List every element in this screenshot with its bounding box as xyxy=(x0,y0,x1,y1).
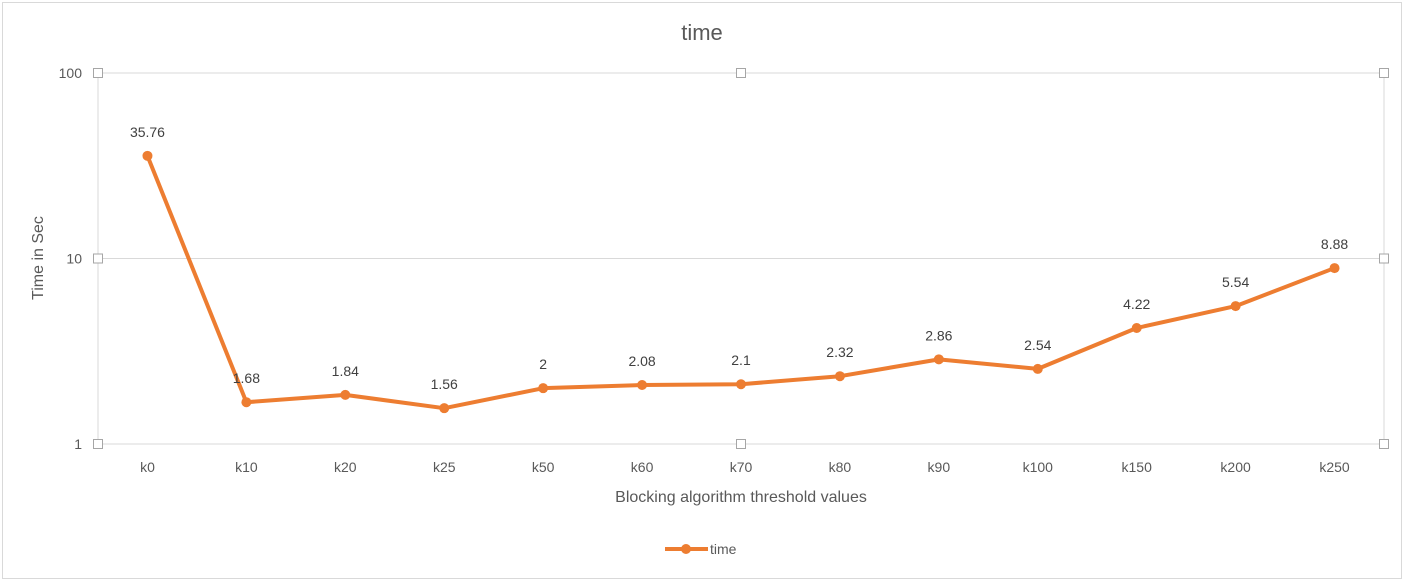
data-label-k100: 2.54 xyxy=(1024,337,1051,353)
y-tick-label-1: 1 xyxy=(74,436,82,452)
x-axis-label: Blocking algorithm threshold values xyxy=(615,489,867,506)
resize-handle-4[interactable] xyxy=(1379,253,1389,264)
data-point-k0 xyxy=(142,150,153,161)
data-label-k0: 35.76 xyxy=(130,124,165,140)
data-point-k250 xyxy=(1329,263,1340,274)
x-tick-label-k20: k20 xyxy=(334,459,357,475)
y-axis-tick-labels: 1 10 100 xyxy=(59,65,83,452)
resize-handle-0[interactable] xyxy=(93,68,103,78)
data-label-k90: 2.86 xyxy=(925,327,952,343)
series-line-time xyxy=(145,153,1337,411)
x-tick-label-k100: k100 xyxy=(1023,459,1054,475)
data-point-k90 xyxy=(933,354,944,365)
data-point-k60 xyxy=(637,379,648,390)
data-label-k250: 8.88 xyxy=(1321,236,1348,252)
data-point-k10 xyxy=(241,397,252,408)
x-axis-tick-labels: k0 k10 k20 k25 k50 k60 k70 k80 k90 k100 k150 k200 k2… xyxy=(140,459,1350,475)
x-tick-label-k150: k150 xyxy=(1122,459,1153,475)
resize-handle-6[interactable] xyxy=(736,439,746,449)
data-label-k70: 2.1 xyxy=(731,352,751,368)
resize-handle-2[interactable] xyxy=(1379,68,1389,78)
data-label-k200: 5.54 xyxy=(1222,274,1249,290)
y-tick-label-10: 10 xyxy=(66,251,82,267)
selection-handles[interactable] xyxy=(93,68,1389,449)
data-point-k20 xyxy=(340,389,351,400)
x-tick-label-k0: k0 xyxy=(140,459,155,475)
legend-point-marker xyxy=(681,544,691,554)
x-tick-label-k10: k10 xyxy=(235,459,258,475)
series-time xyxy=(142,150,1340,414)
y-tick-label-100: 100 xyxy=(59,65,83,81)
data-point-k80 xyxy=(834,371,845,382)
data-label-k10: 1.68 xyxy=(233,370,260,386)
data-point-k70 xyxy=(736,379,746,390)
chart-title: time xyxy=(681,20,723,45)
legend-entry-time: time xyxy=(710,541,737,557)
data-label-k150: 4.22 xyxy=(1123,296,1150,312)
data-label-k25: 1.56 xyxy=(431,376,458,392)
data-point-k150 xyxy=(1131,323,1142,334)
resize-handle-7[interactable] xyxy=(1379,439,1389,449)
data-label-k60: 2.08 xyxy=(628,353,655,369)
legend[interactable]: time xyxy=(665,541,737,557)
resize-handle-5[interactable] xyxy=(93,439,103,449)
data-label-k20: 1.84 xyxy=(332,363,359,379)
x-tick-label-k50: k50 xyxy=(532,459,555,475)
x-tick-label-k60: k60 xyxy=(631,459,654,475)
data-label-k80: 2.32 xyxy=(826,344,853,360)
x-tick-label-k250: k250 xyxy=(1319,459,1350,475)
x-tick-label-k70: k70 xyxy=(730,459,753,475)
resize-handle-3[interactable] xyxy=(93,253,103,264)
data-point-k200 xyxy=(1230,301,1241,312)
resize-handle-1[interactable] xyxy=(736,68,746,78)
x-tick-label-k80: k80 xyxy=(829,459,852,475)
data-labels: 35.76 1.68 1.84 1.56 2 2.08 2.1 2.32 2.86 2.54 4.2… xyxy=(130,124,1348,392)
data-point-k25 xyxy=(439,403,450,414)
data-point-k50 xyxy=(538,383,549,394)
x-tick-label-k200: k200 xyxy=(1220,459,1251,475)
x-tick-label-k25: k25 xyxy=(433,459,456,475)
data-point-k100 xyxy=(1032,363,1043,374)
y-axis-label: Time in Sec xyxy=(30,216,47,300)
x-tick-label-k90: k90 xyxy=(928,459,951,475)
data-label-k50: 2 xyxy=(539,356,547,372)
